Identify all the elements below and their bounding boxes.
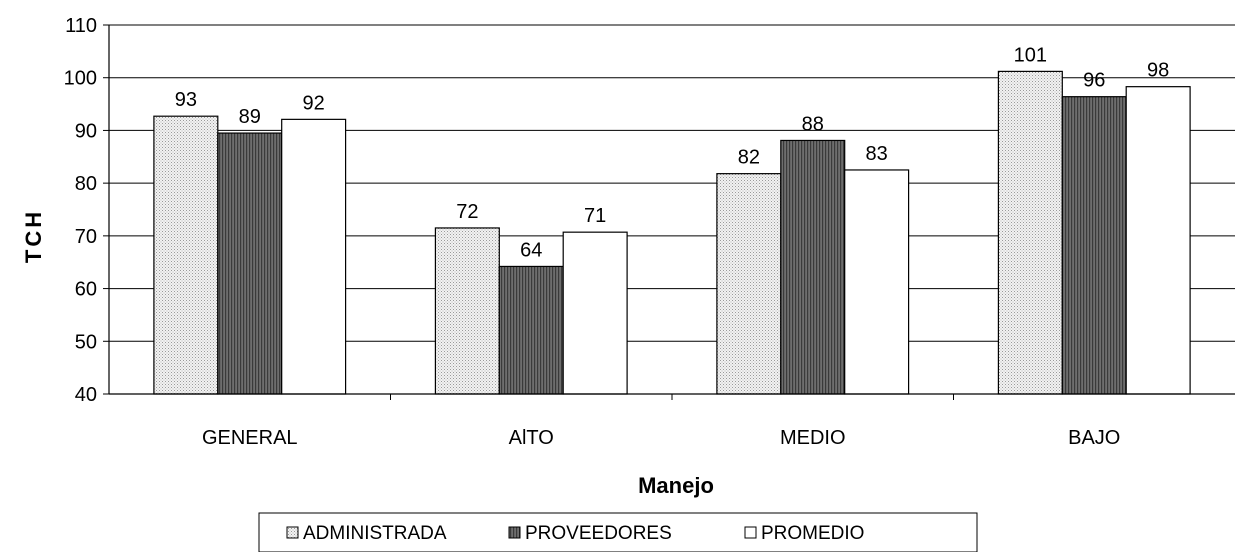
data-label: 72 [456, 201, 478, 223]
y-tick-label: 100 [64, 68, 97, 90]
data-label: 82 [738, 147, 760, 169]
bar-administrada-general [153, 115, 219, 395]
y-tick-label: 90 [75, 120, 97, 142]
category-label: BAJO [1068, 427, 1120, 449]
y-tick-label: 40 [75, 384, 97, 406]
bar-administrada-medio [716, 173, 782, 395]
data-label: 101 [1014, 44, 1047, 66]
category-label: GENERAL [202, 427, 298, 449]
bar-promedio-general [281, 118, 347, 395]
bar-proveedores-bajo [1061, 96, 1127, 395]
x-axis-title: Manejo [638, 473, 714, 498]
data-label: 83 [866, 143, 888, 165]
y-tick-label: 80 [75, 173, 97, 195]
bar-promedio-bajo [1125, 86, 1191, 395]
bar-administrada-bajo [997, 70, 1063, 395]
data-label: 92 [303, 92, 325, 114]
data-label: 89 [239, 106, 261, 128]
y-tick-label: 110 [65, 15, 97, 37]
legend-swatch-proveedores [508, 526, 521, 539]
bar-administrada-alto [434, 227, 500, 395]
bar-proveedores-general [217, 132, 283, 395]
data-label: 98 [1147, 60, 1169, 82]
category-label: AlTO [509, 427, 554, 449]
y-tick-label: 60 [75, 279, 97, 301]
bar-proveedores-medio [780, 139, 846, 395]
legend-swatch-promedio [744, 526, 757, 539]
data-label: 93 [175, 89, 197, 111]
category-label: MEDIO [780, 427, 846, 449]
data-label: 88 [802, 113, 824, 135]
legend-box [258, 512, 978, 552]
x-axis-categories: GENERAL AlTO MEDIO BAJO [202, 427, 1120, 449]
bar-promedio-alto [562, 231, 628, 395]
legend-label-promedio: PROMEDIO [761, 523, 864, 544]
bar-proveedores-alto [498, 265, 564, 395]
data-labels: 93 89 92 72 64 71 82 88 83 101 96 98 [175, 44, 1170, 261]
y-axis-ticks: 40 50 60 70 80 90 100 110 [64, 15, 954, 406]
bar-promedio-medio [844, 169, 910, 395]
y-axis-title: TCH [21, 209, 46, 263]
y-tick-label: 70 [75, 226, 97, 248]
legend-swatch-administrada [286, 526, 299, 539]
y-tick-label: 50 [75, 331, 97, 353]
legend-label-proveedores: PROVEEDORES [525, 523, 672, 544]
legend-label-administrada: ADMINISTRADA [303, 523, 447, 544]
data-label: 71 [584, 205, 606, 227]
legend: ADMINISTRADA PROVEEDORES PROMEDIO [258, 512, 978, 552]
data-label: 96 [1083, 70, 1105, 92]
bars [153, 70, 1191, 395]
data-label: 64 [520, 239, 542, 261]
